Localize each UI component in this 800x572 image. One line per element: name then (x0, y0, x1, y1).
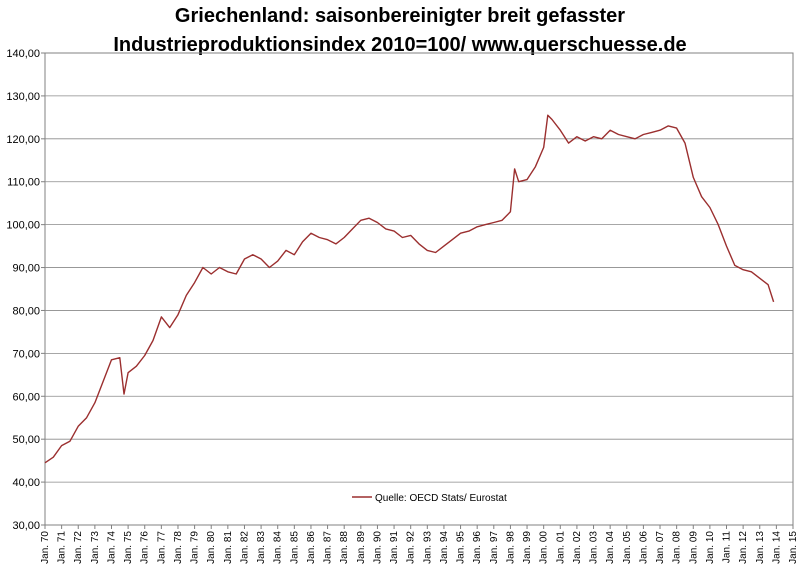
x-tick-label: Jan. 14 (771, 531, 782, 564)
x-tick-label: Jan. 99 (522, 531, 533, 564)
y-tick-label: 100,00 (6, 220, 40, 232)
x-tick-label: Jan. 73 (90, 531, 101, 564)
chart-title-line-1: Griechenland: saisonbereinigter breit ge… (174, 5, 626, 27)
x-tick-label: Jan. 93 (422, 531, 433, 564)
y-tick-label: 120,00 (6, 134, 40, 146)
x-tick-label: Jan. 70 (40, 531, 51, 564)
plot-area (44, 52, 794, 526)
x-tick-label: Jan. 13 (755, 531, 766, 564)
x-tick-label: Jan. 08 (672, 531, 683, 564)
x-tick-label: Jan. 74 (106, 531, 117, 564)
series-line (44, 114, 775, 464)
y-tick-label: 40,00 (12, 477, 40, 489)
x-tick-label: Jan. 04 (605, 531, 616, 564)
x-tick-label: Jan. 91 (389, 531, 400, 564)
x-tick-label: Jan. 90 (372, 531, 383, 564)
chart-title-line-2: Industrieproduktionsindex 2010=100/ www.… (113, 34, 687, 56)
x-tick-label: Jan. 12 (738, 531, 749, 564)
x-tick-label: Jan. 78 (173, 531, 184, 564)
chart-title: Griechenland: saisonbereinigter breit ge… (0, 2, 800, 60)
x-tick-label: Jan. 94 (439, 531, 450, 564)
x-tick-label: Jan. 83 (256, 531, 267, 564)
x-tick-label: Jan. 76 (140, 531, 151, 564)
x-tick-label: Jan. 02 (572, 531, 583, 564)
y-tick-label: 90,00 (12, 263, 40, 275)
x-tick-label: Jan. 77 (156, 531, 167, 564)
x-tick-label: Jan. 75 (123, 531, 134, 564)
y-tick-label: 110,00 (7, 177, 40, 189)
x-tick-label: Jan. 82 (239, 531, 250, 564)
x-tick-label: Jan. 03 (589, 531, 600, 564)
x-tick-label: Jan. 00 (539, 531, 550, 564)
x-tick-label: Jan. 80 (206, 531, 217, 564)
x-tick-label: Jan. 15 (788, 531, 799, 564)
x-tick-label: Jan. 09 (688, 531, 699, 564)
x-tick-label: Jan. 06 (638, 531, 649, 564)
x-tick-label: Jan. 07 (655, 531, 666, 564)
x-tick-label: Jan. 11 (722, 531, 733, 563)
x-tick-label: Jan. 85 (289, 531, 300, 564)
y-tick-label: 130,00 (6, 91, 40, 103)
x-tick-label: Jan. 05 (622, 531, 633, 564)
y-tick-label: 60,00 (12, 391, 40, 403)
y-tick-label: 50,00 (12, 434, 40, 446)
y-tick-label: 70,00 (12, 348, 40, 360)
x-tick-label: Jan. 95 (456, 531, 467, 564)
x-tick-label: Jan. 98 (505, 531, 516, 564)
legend-label: Quelle: OECD Stats/ Eurostat (375, 493, 507, 504)
x-tick-label: Jan. 79 (190, 531, 201, 564)
x-tick-label: Jan. 89 (356, 531, 367, 564)
x-tick-label: Jan. 81 (223, 531, 234, 564)
x-tick-label: Jan. 72 (73, 531, 84, 564)
x-tick-label: Jan. 10 (705, 531, 716, 564)
y-tick-label: 30,00 (12, 520, 40, 532)
x-tick-label: Jan. 87 (323, 531, 334, 564)
y-tick-label: 140,00 (6, 48, 40, 60)
x-tick-label: Jan. 01 (555, 531, 566, 564)
x-tick-label: Jan. 92 (406, 531, 417, 564)
x-tick-label: Jan. 84 (273, 531, 284, 564)
y-tick-label: 80,00 (12, 305, 40, 317)
x-tick-label: Jan. 86 (306, 531, 317, 564)
x-tick-label: Jan. 71 (57, 531, 68, 564)
x-tick-label: Jan. 97 (489, 531, 500, 564)
x-tick-label: Jan. 96 (472, 531, 483, 564)
x-tick-label: Jan. 88 (339, 531, 350, 564)
